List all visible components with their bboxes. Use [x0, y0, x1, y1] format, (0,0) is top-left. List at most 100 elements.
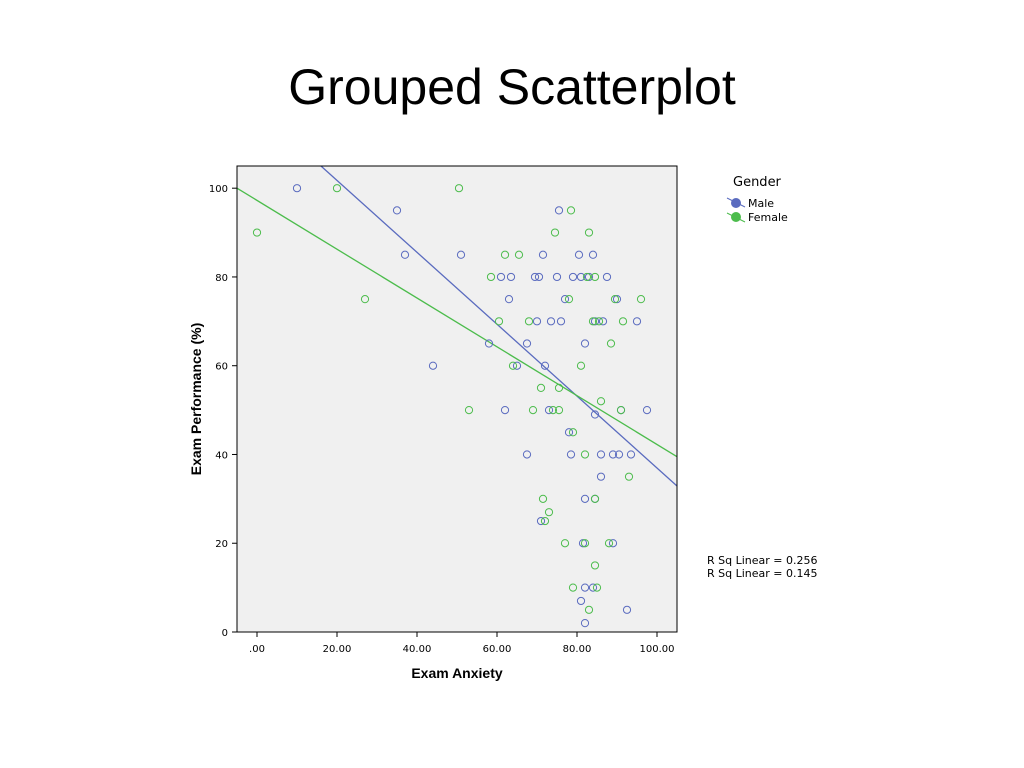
slide-title: Grouped Scatterplot: [288, 59, 736, 115]
point-female: [636, 295, 646, 304]
y-tick-label: 100: [209, 184, 228, 195]
plot-area: [237, 166, 677, 632]
point-female: [554, 405, 564, 415]
point-female: [588, 317, 598, 326]
point-female: [576, 361, 586, 370]
point-male: [544, 405, 554, 415]
point-male: [392, 206, 402, 215]
point-female: [610, 295, 620, 304]
point-male: [584, 272, 594, 282]
point-male: [576, 272, 586, 282]
point-male: [578, 539, 588, 548]
point-male: [598, 317, 608, 326]
point-female: [554, 383, 564, 393]
point-female: [252, 228, 262, 237]
x-axis: .00 20.00 40.00 60.00 80.00 100.00: [249, 632, 675, 655]
point-female: [568, 428, 578, 437]
point-female: [540, 516, 550, 526]
point-male: [554, 206, 564, 215]
legend-male-marker: [731, 198, 741, 208]
point-male: [532, 317, 542, 326]
point-male: [292, 184, 302, 193]
point-female: [514, 250, 524, 259]
y-tick-label: 80: [215, 273, 228, 284]
point-male: [506, 272, 516, 282]
point-male: [484, 339, 494, 348]
point-female: [538, 494, 548, 503]
legend-male-label: Male: [748, 197, 774, 210]
x-tick-label: 100.00: [640, 644, 675, 655]
fit-line-male: [320, 165, 678, 487]
point-male: [596, 472, 606, 481]
point-female: [594, 317, 604, 326]
x-tick-label: 80.00: [563, 644, 592, 655]
point-female: [580, 539, 590, 548]
fit-lines: [236, 165, 678, 487]
legend-title: Gender: [733, 175, 782, 190]
point-female: [590, 561, 600, 570]
point-female: [332, 184, 342, 193]
point-male: [612, 295, 622, 304]
point-female: [500, 250, 510, 259]
point-female: [590, 494, 600, 503]
data-points: [252, 184, 652, 628]
point-male: [530, 272, 540, 282]
fit-line-female: [236, 187, 678, 458]
point-male: [608, 450, 618, 459]
point-male: [504, 295, 514, 304]
point-male: [622, 605, 632, 614]
y-axis-title: Exam Performance (%): [188, 323, 204, 476]
point-female: [606, 339, 616, 348]
point-male: [602, 272, 612, 282]
point-female: [454, 184, 464, 193]
point-male: [522, 339, 532, 348]
point-male: [512, 361, 522, 370]
point-male: [546, 317, 556, 326]
point-female: [486, 272, 496, 282]
point-male: [400, 250, 410, 259]
point-female: [618, 317, 628, 326]
point-male: [566, 450, 576, 459]
plot-frame: [236, 165, 678, 633]
point-male: [456, 250, 466, 259]
point-female: [568, 583, 578, 592]
r-squared-male: R Sq Linear = 0.256: [707, 554, 818, 567]
point-male: [580, 494, 590, 503]
point-male: [614, 450, 624, 459]
point-female: [604, 539, 614, 548]
point-female: [464, 405, 474, 415]
point-female: [360, 295, 370, 304]
point-female: [616, 405, 626, 415]
point-female: [548, 405, 558, 415]
point-female: [494, 317, 504, 326]
point-female: [584, 605, 594, 614]
point-female: [592, 583, 602, 592]
point-male: [596, 450, 606, 459]
point-female: [536, 383, 546, 393]
point-female: [524, 317, 534, 326]
point-male: [608, 539, 618, 548]
point-male: [580, 339, 590, 348]
point-male: [580, 583, 590, 592]
point-male: [590, 317, 600, 326]
point-female: [582, 272, 592, 282]
legend-female-label: Female: [748, 211, 788, 224]
point-female: [544, 508, 554, 517]
point-male: [568, 272, 578, 282]
x-axis-title: Exam Anxiety: [411, 665, 503, 681]
y-tick-label: 60: [215, 362, 228, 373]
x-tick-label: 40.00: [403, 644, 432, 655]
point-female: [624, 472, 634, 481]
y-tick-label: 40: [215, 450, 228, 461]
y-tick-label: 20: [215, 539, 228, 550]
point-male: [632, 317, 642, 326]
point-female: [580, 450, 590, 459]
point-male: [496, 272, 506, 282]
point-male: [588, 250, 598, 259]
x-tick-label: .00: [249, 644, 265, 655]
point-male: [564, 428, 574, 437]
y-tick-label: 0: [222, 628, 228, 639]
point-female: [508, 361, 518, 370]
r-squared-female: R Sq Linear = 0.145: [707, 567, 818, 580]
